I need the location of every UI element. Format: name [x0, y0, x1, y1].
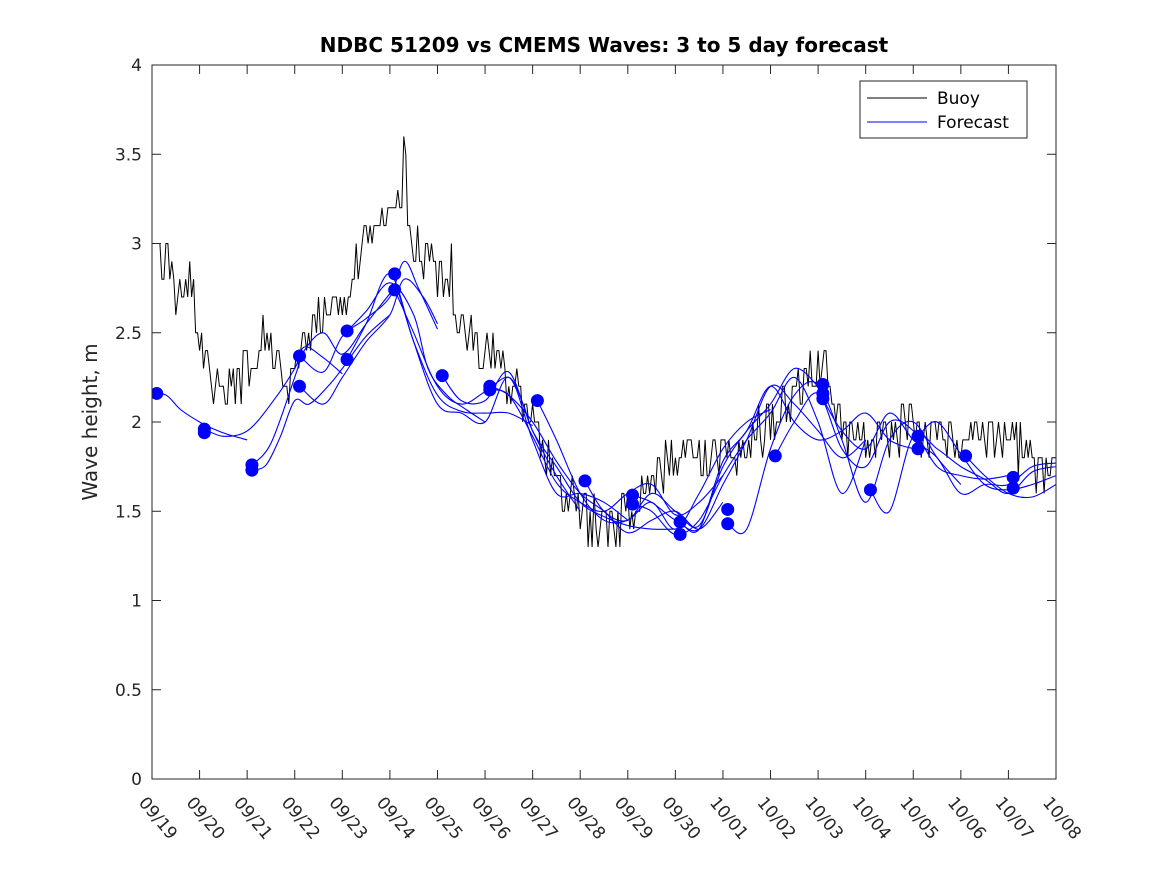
- forecast-marker: [152, 386, 164, 400]
- forecast-line: [346, 282, 486, 423]
- legend-label-buoy: Buoy: [937, 89, 980, 109]
- plot-area: [152, 136, 1056, 548]
- forecast-marker: [388, 267, 402, 281]
- forecast-line: [774, 392, 1009, 480]
- y-tick-label: 1.5: [115, 502, 142, 522]
- forecast-line: [727, 380, 962, 535]
- forecast-line: [204, 346, 343, 437]
- legend-box: [859, 80, 1028, 139]
- forecast-marker: [673, 515, 687, 529]
- forecast-marker: [340, 324, 354, 338]
- y-tick-label: 3.5: [115, 145, 142, 165]
- forecast-marker: [816, 378, 830, 392]
- forecast-marker: [435, 369, 449, 383]
- forecast-marker: [626, 488, 640, 502]
- forecast-marker: [911, 442, 925, 456]
- forecast-line: [251, 314, 391, 471]
- forecast-marker: [863, 483, 877, 497]
- forecast-line: [632, 376, 867, 536]
- y-tick-label: 0: [131, 770, 142, 790]
- forecast-line: [441, 371, 676, 530]
- y-axis: 0 0.5 1 1.5 2 2.5 3 3.5 4: [115, 56, 1056, 790]
- y-tick-label: 4: [131, 56, 142, 76]
- chart-title: NDBC 51209 vs CMEMS Waves: 3 to 5 day fo…: [320, 33, 889, 57]
- forecast-series: [152, 260, 1056, 536]
- forecast-line: [584, 367, 819, 528]
- forecast-line: [346, 273, 533, 427]
- forecast-marker: [721, 517, 735, 531]
- legend: Buoy Forecast: [859, 80, 1028, 139]
- forecast-marker: [721, 502, 735, 516]
- forecast-marker: [816, 392, 830, 406]
- y-tick-label: 3: [131, 235, 142, 255]
- y-tick-label: 2: [131, 413, 142, 433]
- forecast-marker: [626, 497, 640, 511]
- forecast-line: [394, 279, 629, 521]
- forecast-marker: [768, 449, 782, 463]
- forecast-marker: [197, 426, 211, 440]
- forecast-line: [965, 455, 1056, 499]
- forecast-marker: [673, 527, 687, 541]
- forecast-marker: [292, 349, 306, 363]
- y-tick-label: 2.5: [115, 324, 142, 344]
- y-tick-label: 0.5: [115, 681, 142, 701]
- forecast-markers: [152, 267, 1020, 541]
- forecast-marker: [959, 449, 973, 463]
- forecast-marker: [483, 383, 497, 397]
- forecast-marker: [292, 379, 306, 393]
- forecast-marker: [530, 394, 544, 408]
- forecast-marker: [1006, 481, 1020, 495]
- forecast-line: [299, 260, 438, 373]
- forecast-marker: [340, 353, 354, 367]
- forecast-line: [152, 392, 248, 441]
- legend-label-forecast: Forecast: [937, 113, 1009, 133]
- forecast-marker: [911, 429, 925, 443]
- forecast-line: [869, 432, 1056, 514]
- forecast-marker: [578, 474, 592, 488]
- forecast-marker: [1006, 470, 1020, 484]
- forecast-line: [251, 293, 391, 466]
- forecast-marker: [388, 283, 402, 297]
- forecast-marker: [245, 463, 259, 477]
- forecast-line: [917, 421, 1056, 491]
- y-tick-label: 1: [131, 592, 142, 612]
- y-axis-label: Wave height, m: [78, 343, 102, 500]
